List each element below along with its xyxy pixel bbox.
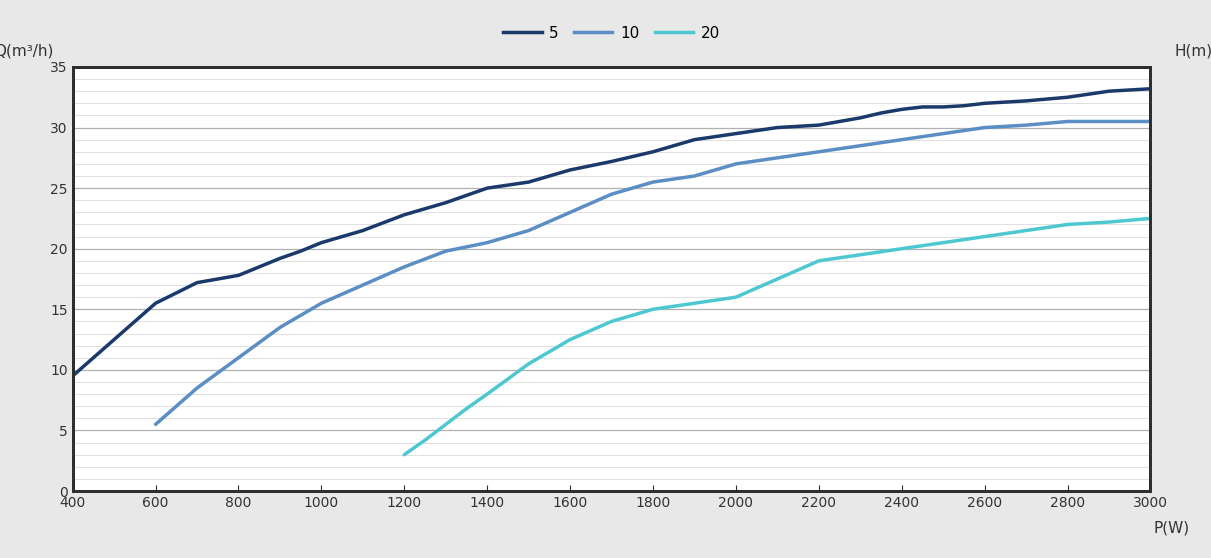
Legend: 5, 10, 20: 5, 10, 20 — [498, 20, 725, 47]
Y-axis label: H(m): H(m) — [1175, 44, 1211, 59]
X-axis label: P(W): P(W) — [1154, 521, 1190, 536]
Y-axis label: Q(m³/h): Q(m³/h) — [0, 44, 53, 59]
